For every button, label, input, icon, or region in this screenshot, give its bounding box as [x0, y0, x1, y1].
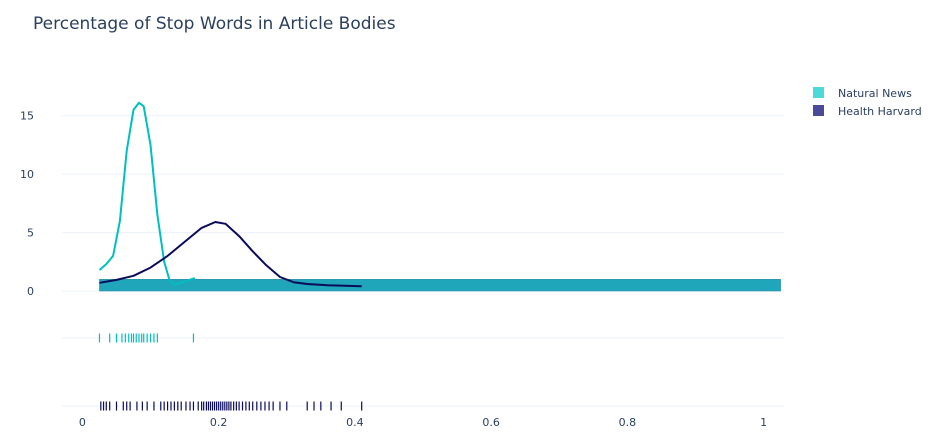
x-tick-label: 0.4 — [346, 416, 364, 429]
rug-plots — [98, 333, 363, 411]
x-tick-label: 0.6 — [482, 416, 500, 429]
kde-curves — [98, 101, 362, 288]
kde-curve-health-harvard — [99, 221, 362, 288]
legend: Natural News Health Harvard — [813, 87, 922, 118]
legend-label-health-harvard: Health Harvard — [838, 105, 922, 118]
y-tick-label: 10 — [20, 168, 34, 181]
legend-swatch-natural-news — [813, 87, 824, 98]
histogram-bar-natural-news — [99, 279, 781, 292]
chart-title: Percentage of Stop Words in Article Bodi… — [33, 14, 396, 34]
legend-label-natural-news: Natural News — [838, 87, 912, 100]
y-tick-label: 5 — [27, 227, 34, 240]
gridlines — [62, 115, 784, 407]
y-axis-ticks: 0 5 10 15 — [20, 110, 34, 298]
x-tick-label: 0.2 — [210, 416, 228, 429]
x-tick-label: 1 — [760, 416, 767, 429]
legend-swatch-health-harvard — [813, 105, 824, 116]
x-tick-label: 0.8 — [619, 416, 637, 429]
x-tick-label: 0 — [79, 416, 86, 429]
histogram-bars — [99, 279, 781, 292]
x-axis-ticks: 0 0.2 0.4 0.6 0.8 1 — [79, 416, 767, 429]
y-tick-label: 0 — [27, 285, 34, 298]
kde-curve-natural-news — [98, 101, 196, 286]
y-tick-label: 15 — [20, 110, 34, 123]
